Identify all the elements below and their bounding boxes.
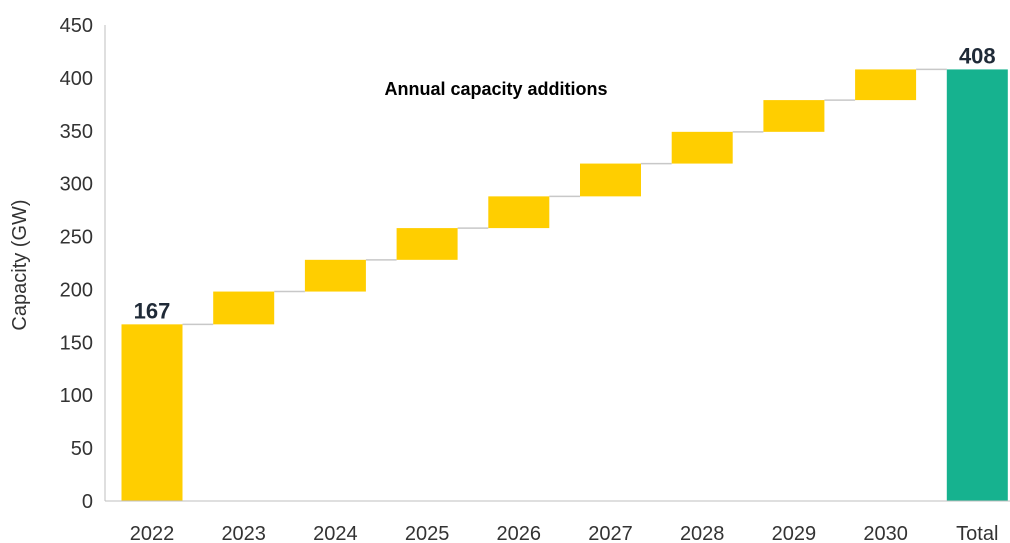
- data-label-2022: 167: [134, 298, 171, 323]
- chart-annotation: Annual capacity additions: [384, 79, 607, 99]
- data-labels: 167 408: [134, 43, 996, 323]
- x-tick-label: 2030: [863, 523, 908, 543]
- bar-2027: [580, 163, 641, 197]
- x-tick-label: 2025: [405, 523, 450, 543]
- data-label-total: 408: [959, 43, 996, 68]
- y-tick-label: 400: [60, 68, 93, 90]
- y-tick-label: 450: [60, 15, 93, 37]
- y-tick-label: 350: [60, 121, 93, 143]
- x-tick-label: Total: [956, 523, 998, 543]
- bar-2028: [671, 131, 733, 164]
- bar-2026: [488, 196, 550, 229]
- x-tick-label: 2028: [680, 523, 725, 543]
- x-tick-label: 2023: [221, 523, 266, 543]
- bar-2023: [213, 291, 275, 325]
- x-tick-label: 2029: [772, 523, 817, 543]
- y-tick-label: 250: [60, 227, 93, 249]
- connector-lines: [182, 68, 947, 326]
- y-axis-title: Capacity (GW): [9, 199, 31, 330]
- bar-2029: [763, 100, 825, 132]
- bar-2022: [121, 324, 183, 501]
- bar-2025: [396, 228, 458, 260]
- x-tick-label: 2024: [313, 523, 358, 543]
- y-tick-label: 150: [60, 332, 93, 354]
- x-tick-labels: 2022 2023 2024 2025 2026 2027 2028 2029 2030 Tota…: [130, 523, 999, 543]
- axes: [104, 25, 1010, 502]
- y-tick-labels: 0 50 100 150 200 250 300 350 400 450: [60, 15, 93, 513]
- y-tick-label: 50: [71, 438, 93, 460]
- x-tick-label: 2027: [588, 523, 633, 543]
- y-tick-label: 300: [60, 174, 93, 196]
- x-tick-label: 2022: [130, 523, 175, 543]
- x-tick-label: 2026: [497, 523, 542, 543]
- bar-2024: [304, 259, 366, 292]
- y-tick-label: 200: [60, 279, 93, 301]
- y-tick-label: 100: [60, 385, 93, 407]
- bars: [121, 69, 1008, 501]
- bar-total: [946, 69, 1008, 501]
- bar-2030: [855, 69, 917, 101]
- y-tick-label: 0: [82, 491, 93, 513]
